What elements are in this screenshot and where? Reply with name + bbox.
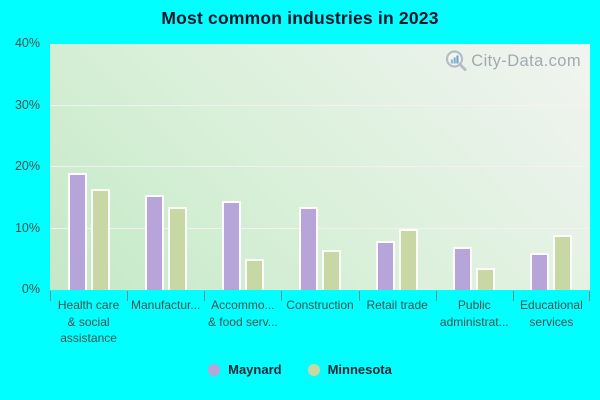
x-axis-label-5-line-1: administrat... — [439, 314, 509, 329]
bar-minnesota-0 — [90, 188, 110, 290]
x-axis-label-6: Educational services — [507, 297, 596, 330]
legend-label-maynard: Maynard — [228, 362, 282, 377]
gridline-10 — [50, 227, 590, 229]
bar-group-1 — [127, 44, 204, 290]
bar-maynard-5 — [453, 246, 473, 290]
x-axis-label-2: Accommo... & food serv... — [198, 297, 287, 330]
magnifier-chart-icon — [444, 49, 468, 73]
x-axis-tick-2 — [204, 291, 206, 301]
x-axis-label-0: Health care & social assistance — [44, 297, 133, 347]
watermark-text: City-Data.com — [471, 51, 581, 70]
x-axis-label-0-line-1: & social — [67, 314, 110, 329]
bar-maynard-6 — [530, 253, 550, 290]
bar-minnesota-4 — [399, 228, 419, 290]
legend-marker-minnesota — [307, 363, 320, 376]
x-axis-label-3: Construction — [275, 297, 364, 314]
chart-title: Most common industries in 2023 — [161, 8, 439, 28]
x-axis-label-5: Public administrat... — [430, 297, 519, 330]
x-axis-label-2-line-0: Accommo... — [211, 298, 275, 312]
x-axis-tick-3 — [281, 291, 283, 301]
gridline-20 — [50, 166, 590, 167]
bar-group-4 — [359, 44, 436, 290]
x-axis-label-6-line-1: services — [529, 314, 574, 329]
y-axis-label-40: 40% — [14, 36, 40, 50]
x-axis-label-1: Manufactur... — [121, 297, 210, 314]
legend-item-maynard: Maynard — [208, 362, 282, 377]
bar-minnesota-2 — [244, 259, 264, 290]
x-axis-label-0-line-2: assistance — [60, 331, 117, 345]
x-axis-label-5-line-0: Public — [457, 298, 491, 312]
x-axis-label-2-line-1: & food serv... — [207, 314, 278, 329]
bar-group-3 — [281, 44, 358, 290]
bar-group-5 — [436, 44, 513, 290]
bar-minnesota-3 — [321, 250, 341, 290]
bar-minnesota-5 — [476, 268, 496, 290]
bar-minnesota-1 — [167, 206, 187, 290]
bar-group-2 — [204, 44, 281, 290]
x-axis-label-4: Retail trade — [353, 297, 442, 314]
x-axis-label-4-line-0: Retail trade — [366, 298, 428, 312]
y-axis-label-30: 30% — [14, 97, 40, 112]
x-axis-tick-4 — [358, 291, 360, 301]
y-axis-label-10: 10% — [14, 220, 40, 235]
x-axis-label-0-line-0: Health care — [57, 298, 120, 312]
bar-maynard-1 — [144, 194, 164, 290]
x-axis-label-1-line-0: Manufactur... — [131, 298, 201, 312]
legend-label-minnesota: Minnesota — [327, 362, 392, 377]
bar-maynard-3 — [298, 206, 318, 290]
watermark: City-Data.com — [444, 49, 581, 73]
legend: Maynard Minnesota — [0, 362, 600, 377]
legend-marker-maynard — [208, 363, 221, 376]
legend-item-minnesota: Minnesota — [307, 362, 392, 377]
x-axis-tick-6 — [512, 291, 514, 301]
x-axis-tick-5 — [435, 291, 437, 301]
y-axis-label-20: 20% — [14, 159, 40, 173]
plot-area: City-Data.com — [50, 44, 590, 290]
gridline-30 — [50, 104, 590, 106]
bar-group-0 — [50, 44, 127, 290]
x-axis-tick-0 — [50, 291, 51, 301]
bar-maynard-0 — [67, 173, 87, 290]
x-axis-label-6-line-0: Educational — [520, 298, 583, 312]
bar-minnesota-6 — [553, 234, 573, 290]
bar-maynard-4 — [376, 240, 396, 290]
y-axis-label-0: 0% — [21, 282, 40, 296]
x-axis-tick-1 — [127, 291, 129, 301]
bar-group-6 — [513, 44, 590, 290]
bar-maynard-2 — [221, 200, 241, 290]
x-axis-tick-7 — [589, 291, 590, 301]
x-axis-label-3-line-0: Construction — [286, 298, 354, 312]
